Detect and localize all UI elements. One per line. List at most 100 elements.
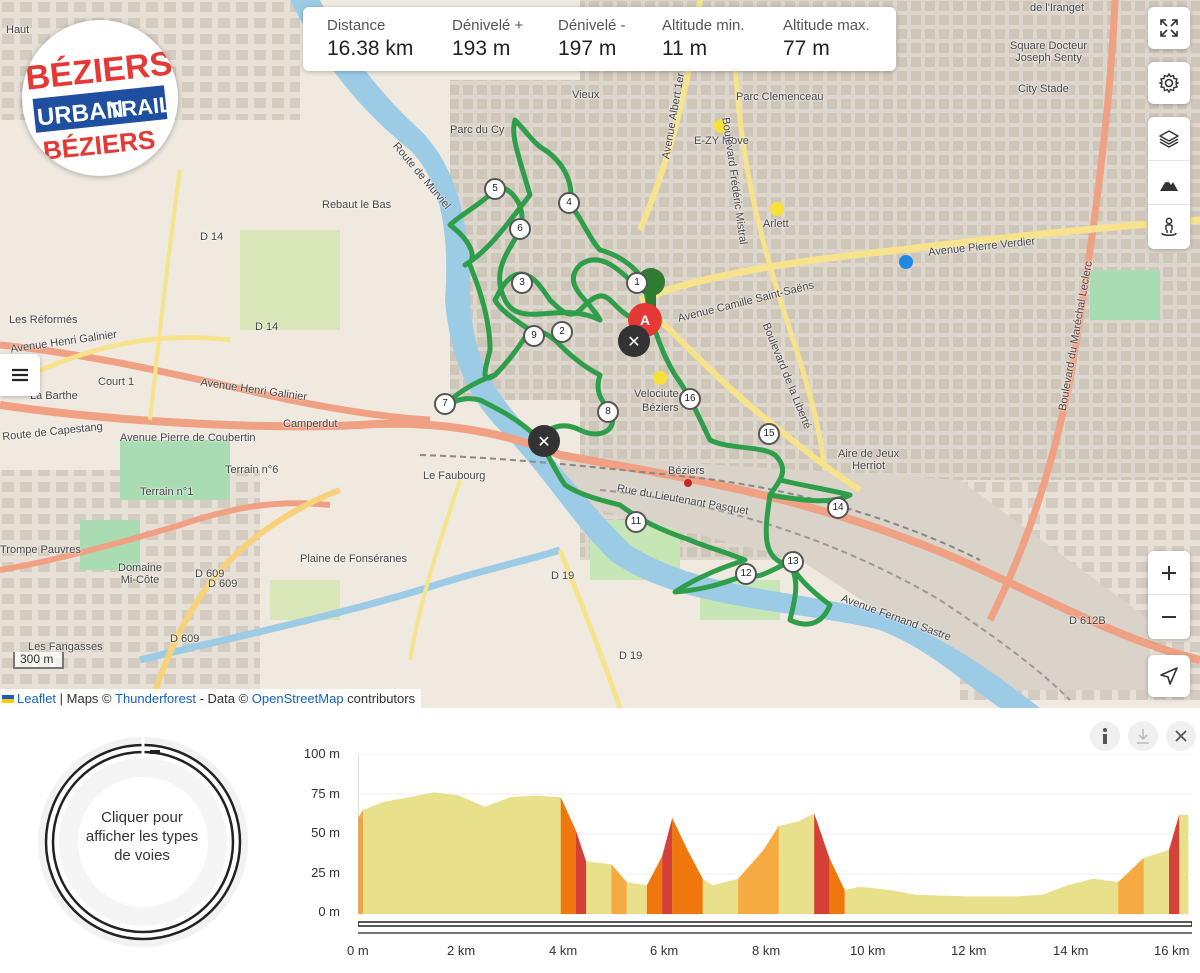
location-arrow-icon [1160,667,1178,685]
stat-value: 197 m [558,37,617,60]
stat-label: Dénivelé + [452,17,524,34]
elevation-profile-chart[interactable] [358,754,1192,939]
place-label: Plaine de Fonséranes [300,553,408,565]
road-label: Avenue Pierre de Coubertin [120,432,256,444]
place-label: Parc du Cy [450,124,505,136]
y-tick-label: 0 m [318,904,340,919]
place-label: Rebaut le Bas [322,199,392,211]
road-label: D 19 [619,650,643,662]
mountain-icon [1160,178,1178,191]
map-tiles: A ✕ ✕ [0,0,1200,708]
street-view-button[interactable] [1148,205,1190,249]
place-label: Aire de Jeux Herriot [838,448,900,472]
waypoint-1[interactable]: 1 [626,272,648,294]
route-track [442,117,853,627]
fullscreen-icon [1160,19,1178,37]
settings-button[interactable] [1148,62,1190,104]
person-pin-icon [1161,217,1177,236]
waypoint-11[interactable]: 11 [625,511,647,533]
place-label: de l'Iranget [1030,2,1085,14]
fullscreen-button[interactable] [1148,7,1190,49]
slope-band [560,797,576,914]
slope-band [763,826,779,914]
road-label: D 612B [1069,615,1106,627]
menu-button[interactable] [0,354,40,396]
y-tick-label: 75 m [311,786,340,801]
waypoint-12[interactable]: 12 [735,563,757,585]
stat-label: Altitude min. [662,17,745,34]
x-tick-label: 2 km [447,943,476,958]
waypoint-7[interactable]: 7 [434,393,456,415]
waypoint-2[interactable]: 2 [551,321,573,343]
zoom-out-button[interactable] [1148,595,1190,639]
attribution-text: | Maps © [56,691,116,706]
place-label: Square Docteur Joseph Senty [1010,40,1088,64]
zoom-in-button[interactable] [1148,551,1190,595]
map-attribution: Leaflet | Maps © Thunderforest - Data © … [0,689,422,708]
waypoint-4[interactable]: 4 [558,192,580,214]
place-label: Velociute [634,388,679,400]
place-label: Les Fangasses [28,641,103,653]
slope-band [611,864,627,914]
waypoint-8[interactable]: 8 [597,401,619,423]
waypoint-13[interactable]: 13 [782,551,804,573]
slope-band [1169,814,1180,914]
leaflet-link[interactable]: Leaflet [17,691,57,706]
stat-label: Dénivelé - [558,17,626,34]
map-scale: 300 m [13,652,64,669]
stat-elevation-loss: Dénivelé - 197 m [558,17,626,61]
place-label: Vieux [572,89,600,101]
layers-icon [1159,129,1179,148]
road-type-donut[interactable] [35,734,251,950]
beziers-urban-trail-logo: BÉZIERS URBAN TRAIL BÉZIERS [22,20,178,176]
info-button[interactable] [1090,721,1120,751]
place-label: Le Faubourg [423,470,486,482]
x-tick-label: 8 km [752,943,781,958]
food-marker-1: ✕ [618,325,650,357]
svg-text:✕: ✕ [627,332,640,351]
thunderforest-link[interactable]: Thunderforest [115,691,196,706]
road-label: D 14 [255,321,279,333]
slope-band [829,858,845,914]
slope-band [687,850,703,914]
x-tick-label: 14 km [1053,943,1089,958]
download-button[interactable] [1128,721,1158,751]
slope-band [738,850,764,914]
download-icon [1137,729,1149,744]
osm-link[interactable]: OpenStreetMap [251,691,344,706]
stat-label: Distance [327,17,386,34]
minus-icon [1162,616,1176,618]
road-label: D 19 [551,570,575,582]
place-label: City Stade [1018,83,1069,95]
locate-button[interactable] [1148,655,1190,697]
svg-text:✕: ✕ [537,432,550,451]
elevation-button[interactable] [1148,161,1190,205]
stat-altitude-max: Altitude max. 77 m [783,17,870,61]
x-tick-label: 0 m [347,943,369,958]
map[interactable]: A ✕ ✕ Haut Rebaut le Bas Les Réformés La… [0,0,1200,708]
waypoint-14[interactable]: 14 [827,497,849,519]
waypoint-9[interactable]: 9 [523,325,545,347]
attribution-text: contributors [343,691,416,706]
place-label: Trompe Pauvres [0,544,81,556]
waypoint-15[interactable]: 15 [758,423,780,445]
info-icon [1103,728,1107,744]
waypoint-6[interactable]: 6 [509,218,531,240]
waypoint-5[interactable]: 5 [484,178,506,200]
place-label: Domaine Mi-Côte [118,562,163,586]
stat-value: 77 m [783,37,830,60]
map-layer-controls [1148,117,1190,249]
road-label: D 609 [170,633,200,645]
waypoint-3[interactable]: 3 [511,272,533,294]
stat-value: 193 m [452,37,511,60]
road-label: D 609 [208,578,238,590]
gear-icon [1158,72,1180,94]
close-button[interactable] [1166,721,1196,751]
zoom-controls [1148,551,1190,639]
layers-button[interactable] [1148,117,1190,161]
donut-hint-text: Cliquer pour afficher les types de voies [85,809,199,864]
close-icon [1175,730,1187,742]
slope-band [358,818,362,914]
road-label: D 14 [200,231,224,243]
waypoint-16[interactable]: 16 [679,388,701,410]
